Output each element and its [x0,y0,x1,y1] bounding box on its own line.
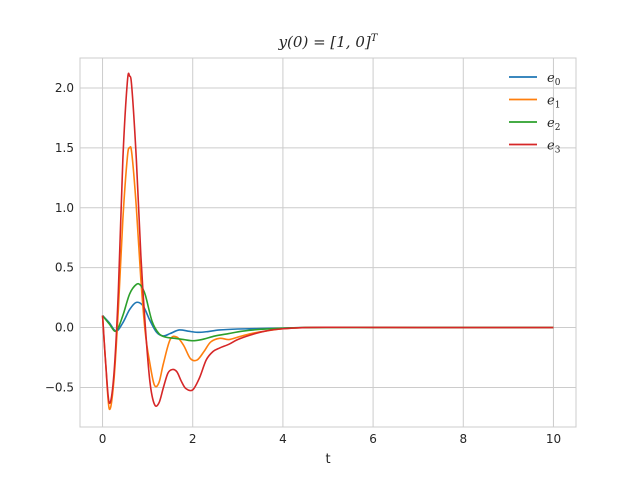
x-tick-label: 8 [459,432,467,446]
x-axis-label: t [325,452,330,467]
plot-area [80,58,576,427]
legend-item-e2: e2 [509,116,560,133]
y-tick-label: 1.0 [55,201,74,215]
legend-item-e3: e3 [509,139,561,156]
legend-label-base: e [547,116,555,131]
y-tick-label: 2.0 [55,81,74,95]
chart-title: y(0) = [1, 0]T [278,33,379,51]
tick-labels: 0 2 4 6 8 10−0.50.00.51.01.52.0 [45,81,561,446]
x-tick-label: 0 [99,432,107,446]
legend-label-base: e [547,71,555,86]
legend-label-subscript: 0 [555,78,561,88]
x-tick-label: 2 [189,432,197,446]
x-tick-label: 4 [279,432,287,446]
y-tick-label: −0.5 [45,380,74,394]
legend-label-subscript: 2 [555,123,561,133]
y-tick-label: 1.5 [55,141,74,155]
legend-label-e1: e1 [547,94,560,111]
y-tick-label: 0.5 [55,261,74,275]
series-layer [101,72,554,411]
legend-label-base: e [547,139,555,154]
chart-title-text: y(0) = [1, 0] [278,33,371,51]
legend-label-subscript: 3 [555,146,561,156]
grid [80,58,576,427]
plot-frame [79,57,577,428]
series-line-e3 [101,72,554,407]
legend-label-e2: e2 [547,116,560,133]
y-tick-label: 0.0 [55,321,74,335]
legend-item-e0: e0 [509,71,561,88]
x-tick-label: 6 [369,432,377,446]
legend-label-base: e [547,94,555,109]
legend-item-e1: e1 [509,94,560,111]
x-tick-label: 10 [546,432,561,446]
legend-label-e0: e0 [547,71,561,88]
chart-title-superscript: T [371,33,379,44]
legend-label-subscript: 1 [555,101,561,111]
legend-label-e3: e3 [547,139,561,156]
